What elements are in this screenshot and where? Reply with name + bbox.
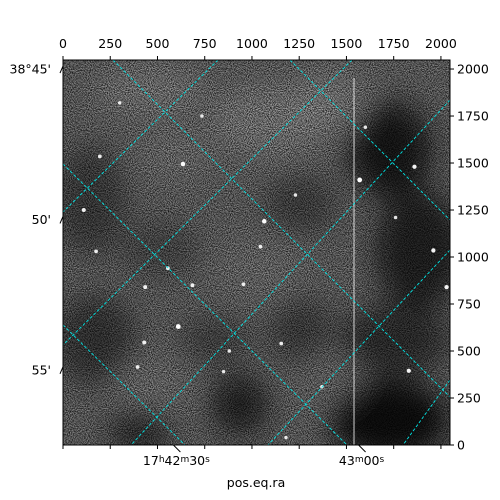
star [284,435,288,440]
star [81,208,86,213]
coordinate-grid [63,60,450,445]
tick-labels: 0 250 500 750 1000 1250 1500 1750 2000 0 250 500 750… [59,36,489,453]
star [444,284,449,290]
plot-area [62,59,451,446]
ra-tick [358,444,366,453]
top-tick-label: 750 [193,36,217,51]
star [258,244,263,249]
star [393,215,398,220]
star [180,161,186,167]
top-tick-label: 1750 [378,36,410,51]
top-tick-label: 0 [59,36,67,51]
top-tick-label: 1500 [331,36,363,51]
right-tick-label: 750 [457,297,481,312]
star [431,248,436,253]
grid-line [63,60,353,346]
star [190,283,195,288]
star [200,114,204,118]
top-tick-label: 1250 [283,36,315,51]
ra-tick-label: 17h42m30s [143,453,210,468]
right-tick-label: 0 [457,438,465,453]
star [279,341,284,346]
grid-line [267,249,450,445]
noise-layer [63,60,450,445]
x-axis-title: pos.eq.ra [227,475,285,490]
stars-layer [81,101,449,440]
star [293,193,298,197]
grid-line [130,99,450,445]
grid-line [63,60,219,213]
grid-line [402,379,450,445]
star [261,219,267,224]
dec-tick [59,216,64,224]
top-tick-label: 2000 [425,36,457,51]
right-tick-label: 1750 [457,109,489,124]
right-tick-label: 500 [457,344,481,359]
top-tick-label: 500 [146,36,170,51]
star [412,164,417,169]
star [117,101,122,105]
grid-line [63,163,348,445]
grid-line [289,60,450,221]
star [357,177,363,183]
star [227,349,232,353]
dec-tick-label: 55' [32,362,51,377]
right-tick-label: 1250 [457,203,489,218]
star [175,324,181,329]
top-tick-label: 250 [98,36,122,51]
star [135,365,140,369]
grid-line [63,324,186,445]
star [143,285,148,290]
star [363,125,368,130]
plot-frame [62,59,451,446]
world-coordinate-labels: 17h42m30s 43m00s 38°45' 50' 55' [10,62,385,468]
star [406,368,411,373]
dec-tick-label: 38°45' [10,62,52,77]
star [94,249,98,254]
star [97,154,102,159]
ra-tick-label: 43m00s [339,453,385,468]
right-tick-label: 1000 [457,250,489,265]
dec-tick-label: 50' [32,212,51,227]
top-tick-label: 1000 [236,36,268,51]
star [142,340,147,345]
dec-tick [59,366,64,375]
right-tick-label: 2000 [457,62,489,77]
ra-tick [173,444,181,453]
dec-tick [59,65,64,74]
star [221,369,226,374]
right-tick-label: 250 [457,391,481,406]
right-tick-label: 1500 [457,156,489,171]
grid-line [112,60,450,398]
star [241,282,246,287]
axis-ticks [59,56,454,453]
